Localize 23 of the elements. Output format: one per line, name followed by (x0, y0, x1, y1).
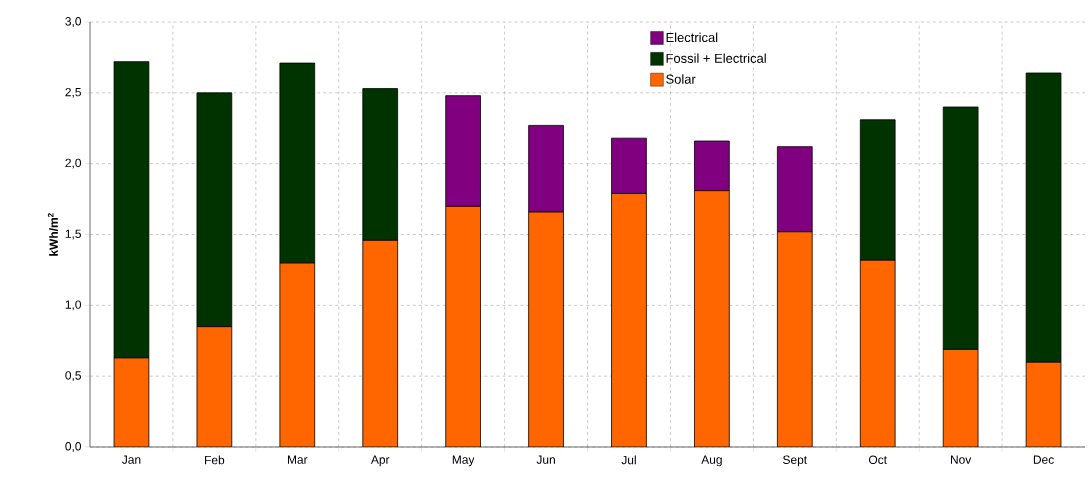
x-tick-label: Jul (621, 455, 636, 465)
y-tick-label: 0,5 (65, 371, 81, 382)
y-tick-label: 1,0 (65, 300, 82, 311)
x-tick-label: Aug (701, 455, 722, 467)
legend-label: Fossil + Electrical (666, 53, 766, 63)
y-axis-title: kWh/m$^{2}$ (47, 213, 59, 256)
x-tick-label: Sept (783, 455, 808, 467)
x-tick-label: Jan (122, 455, 141, 464)
x-tick-label: Apr (370, 455, 390, 467)
y-tick-label: 1,5 (65, 229, 81, 240)
x-tick-label: Feb (205, 455, 225, 465)
y-tick-label: 2,5 (65, 87, 81, 98)
x-tick-label: Nov (950, 455, 972, 464)
legend-label: Solar (666, 74, 696, 84)
x-tick-label: Mar (287, 455, 308, 464)
y-tick-label: 3,0 (65, 17, 82, 27)
x-tick-label: Oct (868, 455, 887, 464)
x-tick-label: Dec (1033, 455, 1054, 464)
y-tick-label: 2,0 (65, 158, 82, 169)
x-tick-label: May (452, 455, 475, 467)
x-tick-label: Jun (536, 455, 555, 464)
legend-label: Electrical (666, 32, 718, 43)
y-tick-label: 0,0 (65, 442, 82, 452)
